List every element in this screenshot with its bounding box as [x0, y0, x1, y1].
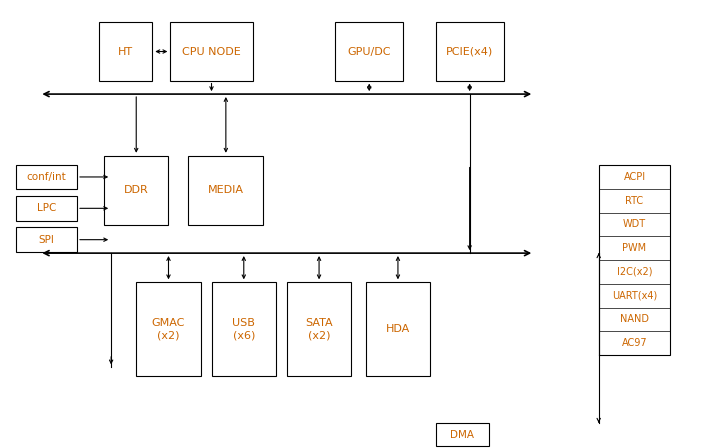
Bar — [16, 196, 77, 220]
Text: PWM: PWM — [622, 243, 647, 253]
Bar — [599, 165, 670, 355]
Bar — [104, 155, 168, 225]
Text: USB
(x6): USB (x6) — [232, 319, 255, 340]
Bar — [171, 22, 252, 81]
Text: HDA: HDA — [386, 324, 410, 334]
Bar — [366, 282, 430, 376]
Text: SPI: SPI — [39, 235, 54, 245]
Text: GMAC
(x2): GMAC (x2) — [152, 319, 185, 340]
Bar — [16, 164, 77, 189]
Text: GPU/DC: GPU/DC — [348, 47, 391, 56]
Text: AC97: AC97 — [622, 338, 647, 348]
Text: PCIE(x4): PCIE(x4) — [446, 47, 493, 56]
Text: CPU NODE: CPU NODE — [182, 47, 241, 56]
Text: DMA: DMA — [450, 430, 475, 439]
Text: NAND: NAND — [620, 314, 649, 324]
Text: UART(x4): UART(x4) — [612, 291, 657, 301]
Text: I2C(x2): I2C(x2) — [617, 267, 652, 277]
Bar — [98, 22, 152, 81]
Bar — [335, 22, 403, 81]
Text: WDT: WDT — [623, 220, 646, 229]
Bar — [188, 155, 264, 225]
Bar — [287, 282, 351, 376]
Text: RTC: RTC — [625, 196, 644, 206]
Bar — [136, 282, 201, 376]
Bar — [436, 22, 503, 81]
Text: SATA
(x2): SATA (x2) — [305, 319, 333, 340]
Text: LPC: LPC — [37, 203, 57, 213]
Bar — [212, 282, 276, 376]
Bar — [436, 423, 489, 446]
Text: HT: HT — [118, 47, 133, 56]
Text: ACPI: ACPI — [624, 172, 645, 182]
Text: DDR: DDR — [124, 185, 148, 195]
Bar — [16, 227, 77, 252]
Text: MEDIA: MEDIA — [208, 185, 244, 195]
Text: conf/int: conf/int — [27, 172, 67, 182]
